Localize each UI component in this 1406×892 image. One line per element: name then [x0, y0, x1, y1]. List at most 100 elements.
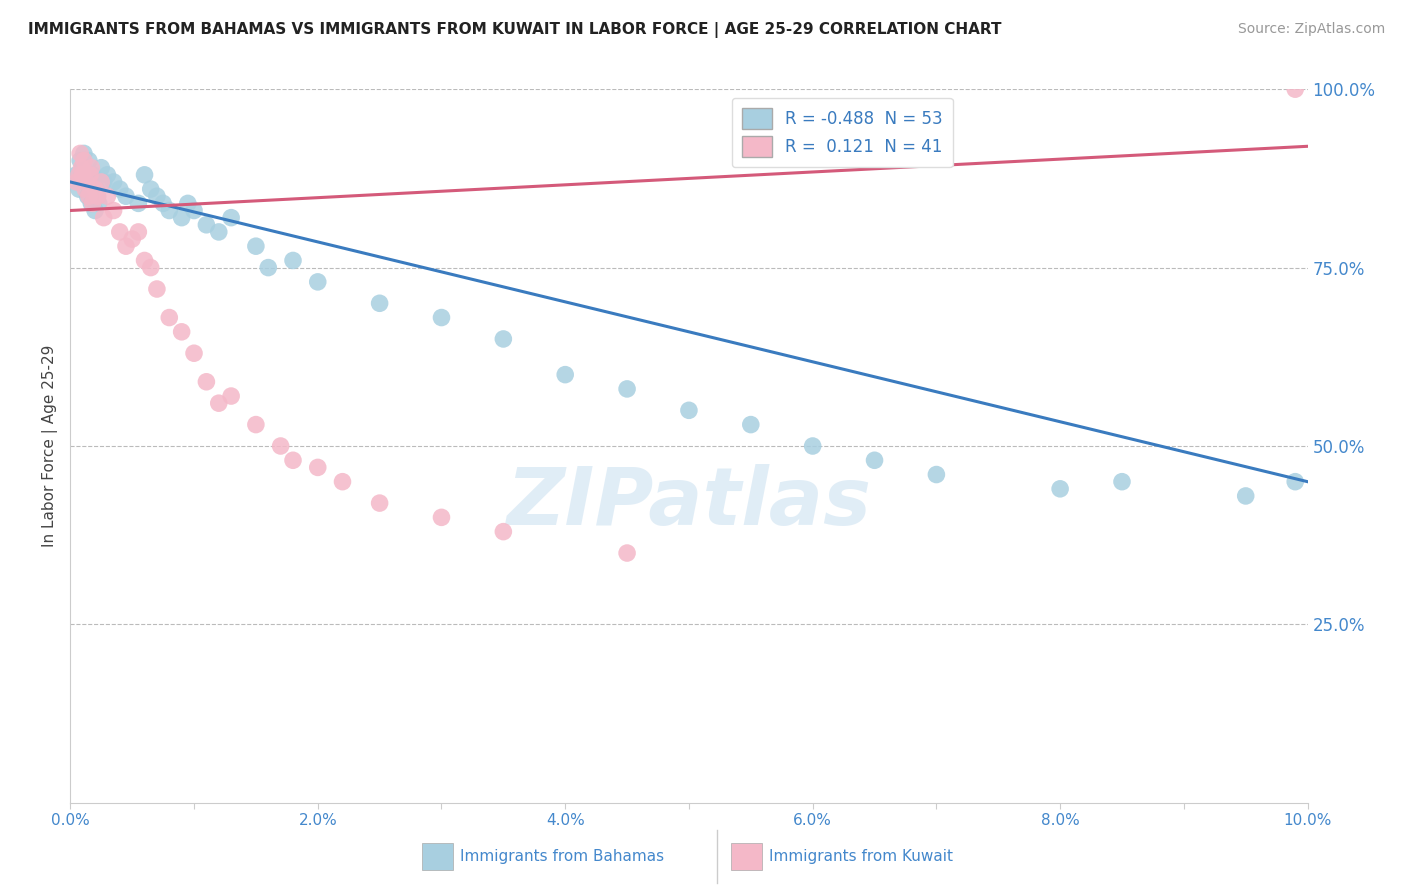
Point — [139, 182, 162, 196]
Point — [103, 175, 125, 189]
Point — [79, 182, 101, 196]
Point — [83, 175, 105, 189]
Point — [616, 546, 638, 560]
Legend: R = -0.488  N = 53, R =  0.121  N = 41: R = -0.488 N = 53, R = 0.121 N = 41 — [733, 97, 953, 167]
Point — [82, 168, 104, 182]
Point — [307, 275, 329, 289]
Point — [82, 196, 104, 211]
Point — [1284, 82, 1306, 96]
Y-axis label: In Labor Force | Age 25-29: In Labor Force | Age 25-29 — [42, 345, 59, 547]
Text: Source: ZipAtlas.com: Source: ZipAtlas.com — [1237, 22, 1385, 37]
Point — [257, 260, 280, 275]
Point — [77, 153, 100, 168]
Point — [152, 196, 174, 211]
Point — [69, 146, 91, 161]
Point — [108, 182, 131, 196]
Point — [121, 232, 143, 246]
Point — [86, 189, 108, 203]
Point — [740, 417, 762, 432]
Point — [127, 196, 149, 211]
Point — [96, 189, 118, 203]
Point — [115, 239, 138, 253]
Point — [1284, 475, 1306, 489]
Point — [678, 403, 700, 417]
Point — [76, 189, 98, 203]
Point — [195, 375, 218, 389]
Text: ZIPatlas: ZIPatlas — [506, 464, 872, 542]
Point — [183, 346, 205, 360]
Point — [84, 203, 107, 218]
Point — [183, 203, 205, 218]
Point — [84, 182, 107, 196]
Point — [93, 175, 115, 189]
Point — [430, 310, 453, 325]
Point — [80, 196, 103, 211]
Point — [75, 175, 97, 189]
Point — [245, 417, 267, 432]
Point — [177, 196, 200, 211]
Point — [219, 211, 242, 225]
Point — [73, 146, 96, 161]
Point — [72, 168, 94, 182]
Point — [281, 453, 304, 467]
Point — [430, 510, 453, 524]
Point — [616, 382, 638, 396]
Text: Immigrants from Bahamas: Immigrants from Bahamas — [460, 849, 664, 863]
Point — [84, 182, 107, 196]
Point — [87, 196, 110, 211]
Point — [492, 332, 515, 346]
Point — [801, 439, 824, 453]
Point — [281, 253, 304, 268]
Point — [90, 161, 112, 175]
Point — [368, 296, 391, 310]
Point — [219, 389, 242, 403]
Point — [245, 239, 267, 253]
Point — [492, 524, 515, 539]
Point — [863, 453, 886, 467]
Point — [86, 189, 108, 203]
Point — [69, 153, 91, 168]
Point — [208, 396, 231, 410]
Point — [75, 168, 97, 182]
Point — [93, 211, 115, 225]
Point — [65, 175, 87, 189]
Point — [307, 460, 329, 475]
Point — [96, 168, 118, 182]
Point — [157, 310, 180, 325]
Point — [72, 161, 94, 175]
Point — [90, 175, 112, 189]
Point — [70, 161, 93, 175]
Point — [332, 475, 354, 489]
Point — [77, 189, 100, 203]
Point — [170, 325, 193, 339]
Text: IMMIGRANTS FROM BAHAMAS VS IMMIGRANTS FROM KUWAIT IN LABOR FORCE | AGE 25-29 COR: IMMIGRANTS FROM BAHAMAS VS IMMIGRANTS FR… — [28, 22, 1001, 38]
Text: Immigrants from Kuwait: Immigrants from Kuwait — [769, 849, 953, 863]
Point — [368, 496, 391, 510]
Point — [75, 182, 97, 196]
Point — [67, 168, 90, 182]
Point — [208, 225, 231, 239]
Point — [80, 161, 103, 175]
Point — [134, 253, 156, 268]
Point — [73, 153, 96, 168]
Point — [75, 175, 97, 189]
Point — [1111, 475, 1133, 489]
Point — [170, 211, 193, 225]
Point — [146, 282, 169, 296]
Point — [925, 467, 948, 482]
Point — [157, 203, 180, 218]
Point — [195, 218, 218, 232]
Point — [127, 225, 149, 239]
Point — [103, 203, 125, 218]
Point — [115, 189, 138, 203]
Point — [67, 182, 90, 196]
Point — [139, 260, 162, 275]
Point — [146, 189, 169, 203]
Point — [134, 168, 156, 182]
Point — [270, 439, 292, 453]
Point — [65, 168, 87, 182]
Point — [79, 168, 101, 182]
Point — [554, 368, 576, 382]
Point — [1049, 482, 1071, 496]
Point — [1234, 489, 1257, 503]
